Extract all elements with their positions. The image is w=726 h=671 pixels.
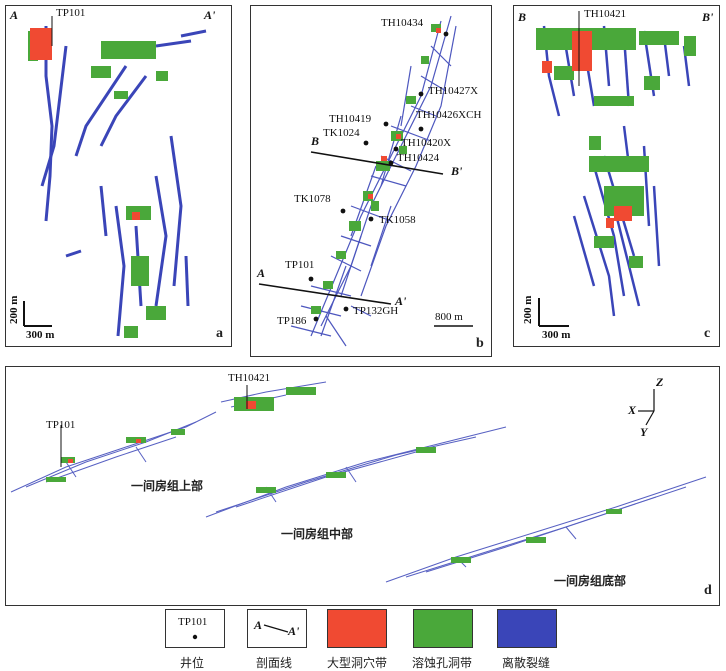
panel-b-well-TH10426XCH: TH10426XCH [416,109,482,121]
panel-b-section-B: B [311,134,320,148]
panel-d-axis-x: X [628,403,637,417]
legend-vug-swatch [413,609,473,648]
panel-d-zone-middle: 一间房组中部 [281,527,354,541]
panel-b-well-TH10434: TH10434 [381,17,424,29]
panel-b-plot [258,15,473,347]
panel-b-scale-label: 800 m [435,311,463,323]
panel-a-scale-v: 200 m [8,295,20,324]
panel-a-vugs [28,31,168,338]
panel-b-caves [368,28,441,199]
panel-d-axes [638,389,655,426]
legend-label-fracture: 离散裂缝 [502,656,551,670]
panel-c-plot [536,11,696,327]
panel-a-caves [30,28,140,220]
panel-c-section-left: B [518,10,527,24]
legend-section-line [263,624,289,633]
panel-b: TH10434 TH10427X TH10419 TH10426XCH TK10… [250,5,492,357]
legend-well-sample-text: TP101 [178,616,208,628]
panel-c-caves [542,31,632,228]
panel-b-well-TH10424: TH10424 [397,152,440,164]
panel-a-letter: a [216,326,223,341]
legend-cave-swatch [327,609,387,648]
panel-d-zone-upper: 一间房组上部 [131,479,204,493]
panel-b-section-Bp: B' [451,164,463,178]
panel-d-caves [68,401,256,463]
panel-d-zone-bottom: 一间房组底部 [554,574,627,588]
legend-well-sample: TP101 [165,609,225,648]
panel-b-fractures [290,15,457,347]
legend-section-line-sample: A A' [247,609,307,648]
panel-c-scale-h: 300 m [542,329,571,341]
panel-b-well-TH10420X: TH10420X [401,137,452,149]
panel-c-section-right: B' [702,10,714,24]
panel-c: B B' TH10421 300 m 200 m c [513,5,720,347]
panel-a-scalebar [23,301,52,327]
panel-a-well-label: TP101 [56,7,86,19]
panel-d-axis-z: Z [656,375,664,389]
panel-d-fractures [10,381,707,583]
panel-d-axis-y: Y [640,425,648,439]
panel-d-well-1: TP101 [46,419,76,431]
panel-d: TP101 TH10421 一间房组上部 一间房组中部 一间房组底部 Z X Y… [5,366,720,606]
panel-b-well-TK1024: TK1024 [323,127,360,139]
panel-b-vugs [311,24,441,314]
panel-c-scalebar [538,298,569,327]
legend-label-well: 井位 [180,656,205,670]
panel-c-letter: c [704,326,711,341]
legend-fracture-swatch [497,609,557,648]
panel-c-scale-v: 200 m [522,295,534,324]
panel-b-letter: b [476,336,484,351]
panel-a-plot [23,16,207,338]
panel-d-plot [10,381,707,583]
panel-b-section-Ap: A' [395,294,407,308]
panel-a-section-left: A [10,8,19,22]
panel-b-well-TK1058: TK1058 [379,214,416,226]
panel-b-well-dots [308,31,449,322]
panel-d-well-2: TH10421 [228,372,271,384]
panel-a-scale-h: 300 m [26,329,55,341]
panel-a-fractures [40,26,207,337]
panel-d-letter: d [704,583,712,598]
legend-well-dot [192,634,198,640]
panel-c-well-label: TH10421 [584,8,627,20]
panel-b-well-TP101: TP101 [285,259,315,271]
legend-section-ap: A' [288,624,300,638]
panel-b-well-TP186: TP186 [277,315,307,327]
panel-b-well-TH10419: TH10419 [329,113,372,125]
panel-c-vugs [536,28,696,268]
panel-b-well-TK1078: TK1078 [294,193,331,205]
legend-section-a: A [254,618,263,632]
panel-b-well-TH10427X: TH10427X [428,85,479,97]
panel-a-section-right: A' [204,8,216,22]
panel-b-section-A: A [257,266,266,280]
legend-label-section: 剖面线 [256,656,293,670]
panel-a: A A' TP101 300 m 200 m a [5,5,232,347]
panel-b-section-BB [310,151,444,175]
legend-label-vug: 溶蚀孔洞带 [412,656,473,670]
legend-label-cave: 大型洞穴带 [327,656,388,670]
panel-b-section-AA [258,283,392,305]
panel-b-well-TP132GH: TP132GH [353,305,399,317]
